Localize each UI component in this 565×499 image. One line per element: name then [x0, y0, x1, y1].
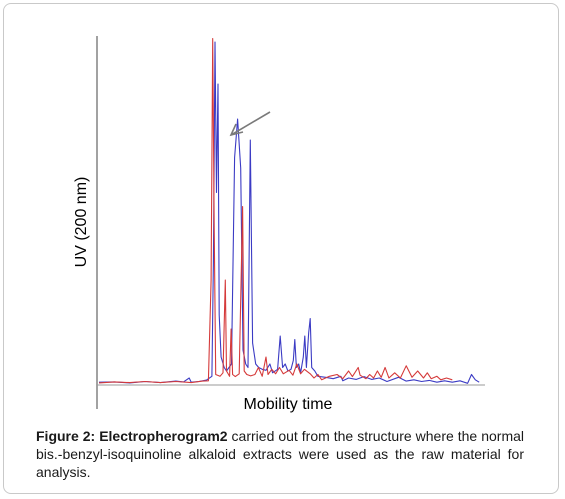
series-line-1: [98, 41, 480, 384]
figure-frame: [3, 3, 559, 494]
series-line-2: [98, 37, 453, 384]
arrow-shaft: [230, 111, 271, 136]
electropherogram-chart: Mobility time UV (200 nm): [73, 36, 485, 413]
arrow-head: [229, 123, 244, 137]
x-axis-title: Mobility time: [244, 396, 333, 413]
annotation-arrow: [229, 111, 271, 137]
y-axis-title: UV (200 nm): [73, 177, 90, 268]
caption-emphasis: Electropherogram2: [99, 428, 228, 444]
figure-caption: Figure 2: Electropherogram2 carried out …: [36, 427, 524, 481]
caption-label: Figure 2:: [36, 428, 96, 444]
series-layer: [98, 37, 480, 384]
caption-text: carried out from the structure where the…: [36, 428, 524, 480]
